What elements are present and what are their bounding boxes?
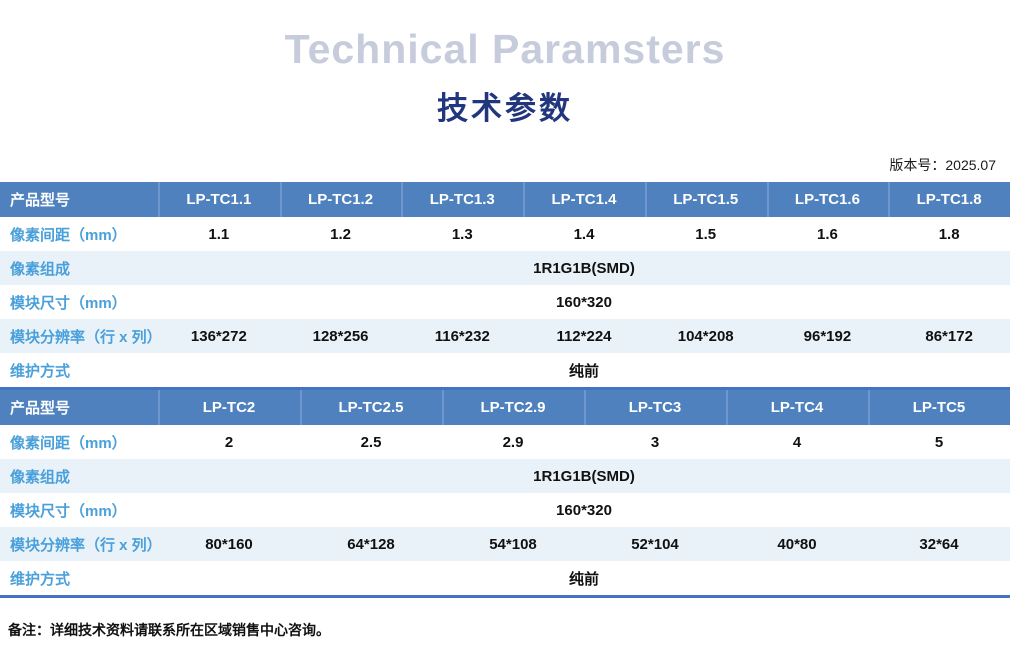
product-model-header-cell: LP-TC2: [158, 390, 300, 425]
value-cell: 2.9: [502, 433, 524, 451]
product-model-header-cell: LP-TC2.5: [300, 390, 442, 425]
row-label: 维护方式: [10, 570, 71, 588]
product-model-header-cell: LP-TC1.1: [158, 182, 280, 217]
table-row: 像素组成 1R1G1B(SMD): [0, 251, 1010, 285]
table-row: 像素间距（mm） 1.1 1.2 1.3 1.4 1.5 1.6 1.8: [0, 217, 1010, 251]
merged-value-cell: 纯前: [568, 570, 599, 588]
value-cell: 80*160: [205, 535, 253, 553]
row-label: 模块分辨率（行 x 列）: [10, 328, 162, 346]
product-model-header-cell: LP-TC1.8: [888, 182, 1010, 217]
table-row: 模块分辨率（行 x 列） 136*272 128*256 116*232 112*224…: [0, 319, 1010, 353]
merged-value-cell: 1R1G1B(SMD): [533, 259, 635, 277]
value-cell: 112*224: [556, 327, 612, 345]
table-row: 维护方式 纯前: [0, 561, 1010, 595]
product-model-header-cell: LP-TC1.5: [645, 182, 767, 217]
row-label: 像素组成: [10, 468, 71, 486]
value-cell: 2.5: [360, 433, 382, 451]
row-label: 像素间距（mm）: [10, 434, 127, 452]
title-chinese: 技术参数: [437, 91, 573, 126]
version-label: 版本号：2025.07: [889, 157, 996, 173]
table-header-row: 产品型号 LP-TC1.1 LP-TC1.2 LP-TC1.3 LP-TC1.4 LP-T…: [0, 182, 1010, 217]
product-model-header-cell: LP-TC2.9: [442, 390, 584, 425]
value-cell: 136*272: [190, 327, 247, 345]
title-english: Technical Paramsters: [284, 26, 726, 72]
table-header-row: 产品型号 LP-TC2 LP-TC2.5 LP-TC2.9 LP-TC3 LP-TC4 LP…: [0, 390, 1010, 425]
row-label: 模块分辨率（行 x 列）: [10, 536, 162, 554]
spec-tables: 产品型号 LP-TC1.1 LP-TC1.2 LP-TC1.3 LP-TC1.4 LP-T…: [0, 182, 1010, 598]
value-cell: 32*64: [919, 535, 959, 553]
product-model-header-cell: LP-TC1.4: [523, 182, 645, 217]
value-cell: 3: [650, 433, 660, 451]
table-row: 维护方式 纯前: [0, 353, 1010, 387]
table-row: 模块尺寸（mm） 160*320: [0, 285, 1010, 319]
row-label: 模块尺寸（mm）: [10, 502, 127, 520]
footnote: 备注：详细技术资料请联系所在区域销售中心咨询。: [8, 622, 330, 638]
product-model-header-label: 产品型号: [10, 192, 71, 209]
value-cell: 54*108: [489, 535, 537, 553]
row-label: 模块尺寸（mm）: [10, 294, 127, 312]
value-cell: 1.5: [695, 225, 717, 243]
product-model-header-label: 产品型号: [10, 400, 71, 417]
value-cell: 1.2: [330, 225, 351, 243]
merged-value-cell: 1R1G1B(SMD): [533, 467, 635, 485]
value-cell: 40*80: [777, 535, 817, 553]
value-cell: 64*128: [347, 535, 395, 553]
value-cell: 1.8: [938, 225, 960, 243]
product-model-header-cell: LP-TC1.6: [767, 182, 889, 217]
value-cell: 4: [792, 433, 802, 451]
table-row: 像素间距（mm） 2 2.5 2.9 3 4 5: [0, 425, 1010, 459]
spec-table-fine-pitch: 产品型号 LP-TC1.1 LP-TC1.2 LP-TC1.3 LP-TC1.4 LP-T…: [0, 182, 1010, 387]
product-model-header-cell: LP-TC1.3: [401, 182, 523, 217]
merged-value-cell: 纯前: [568, 362, 599, 380]
product-model-header-cell: LP-TC3: [584, 390, 726, 425]
value-cell: 52*104: [631, 535, 679, 553]
value-cell: 1.4: [573, 225, 595, 243]
product-model-header-cell: LP-TC1.2: [280, 182, 402, 217]
table-row: 模块分辨率（行 x 列） 80*160 64*128 54*108 52*104 40*8…: [0, 527, 1010, 561]
row-label: 维护方式: [10, 362, 71, 380]
row-label: 像素间距（mm）: [10, 226, 127, 244]
value-cell: 1.1: [208, 225, 230, 243]
spec-table-coarse-pitch: 产品型号 LP-TC2 LP-TC2.5 LP-TC2.9 LP-TC3 LP-TC4 LP…: [0, 387, 1010, 598]
value-cell: 128*256: [312, 327, 369, 345]
value-cell: 1.6: [816, 225, 838, 243]
table-row: 像素组成 1R1G1B(SMD): [0, 459, 1010, 493]
value-cell: 116*232: [434, 327, 490, 345]
product-model-header-cell: LP-TC4: [726, 390, 868, 425]
value-cell: 2: [224, 433, 234, 451]
product-model-header-cell: LP-TC5: [868, 390, 1010, 425]
merged-value-cell: 160*320: [556, 501, 612, 519]
value-cell: 104*208: [677, 327, 734, 345]
row-label: 像素组成: [10, 260, 71, 278]
value-cell: 1.3: [451, 225, 473, 243]
table-row: 模块尺寸（mm） 160*320: [0, 493, 1010, 527]
value-cell: 96*192: [803, 327, 852, 345]
value-cell: 86*172: [925, 327, 973, 345]
value-cell: 5: [934, 433, 944, 451]
merged-value-cell: 160*320: [556, 293, 612, 311]
